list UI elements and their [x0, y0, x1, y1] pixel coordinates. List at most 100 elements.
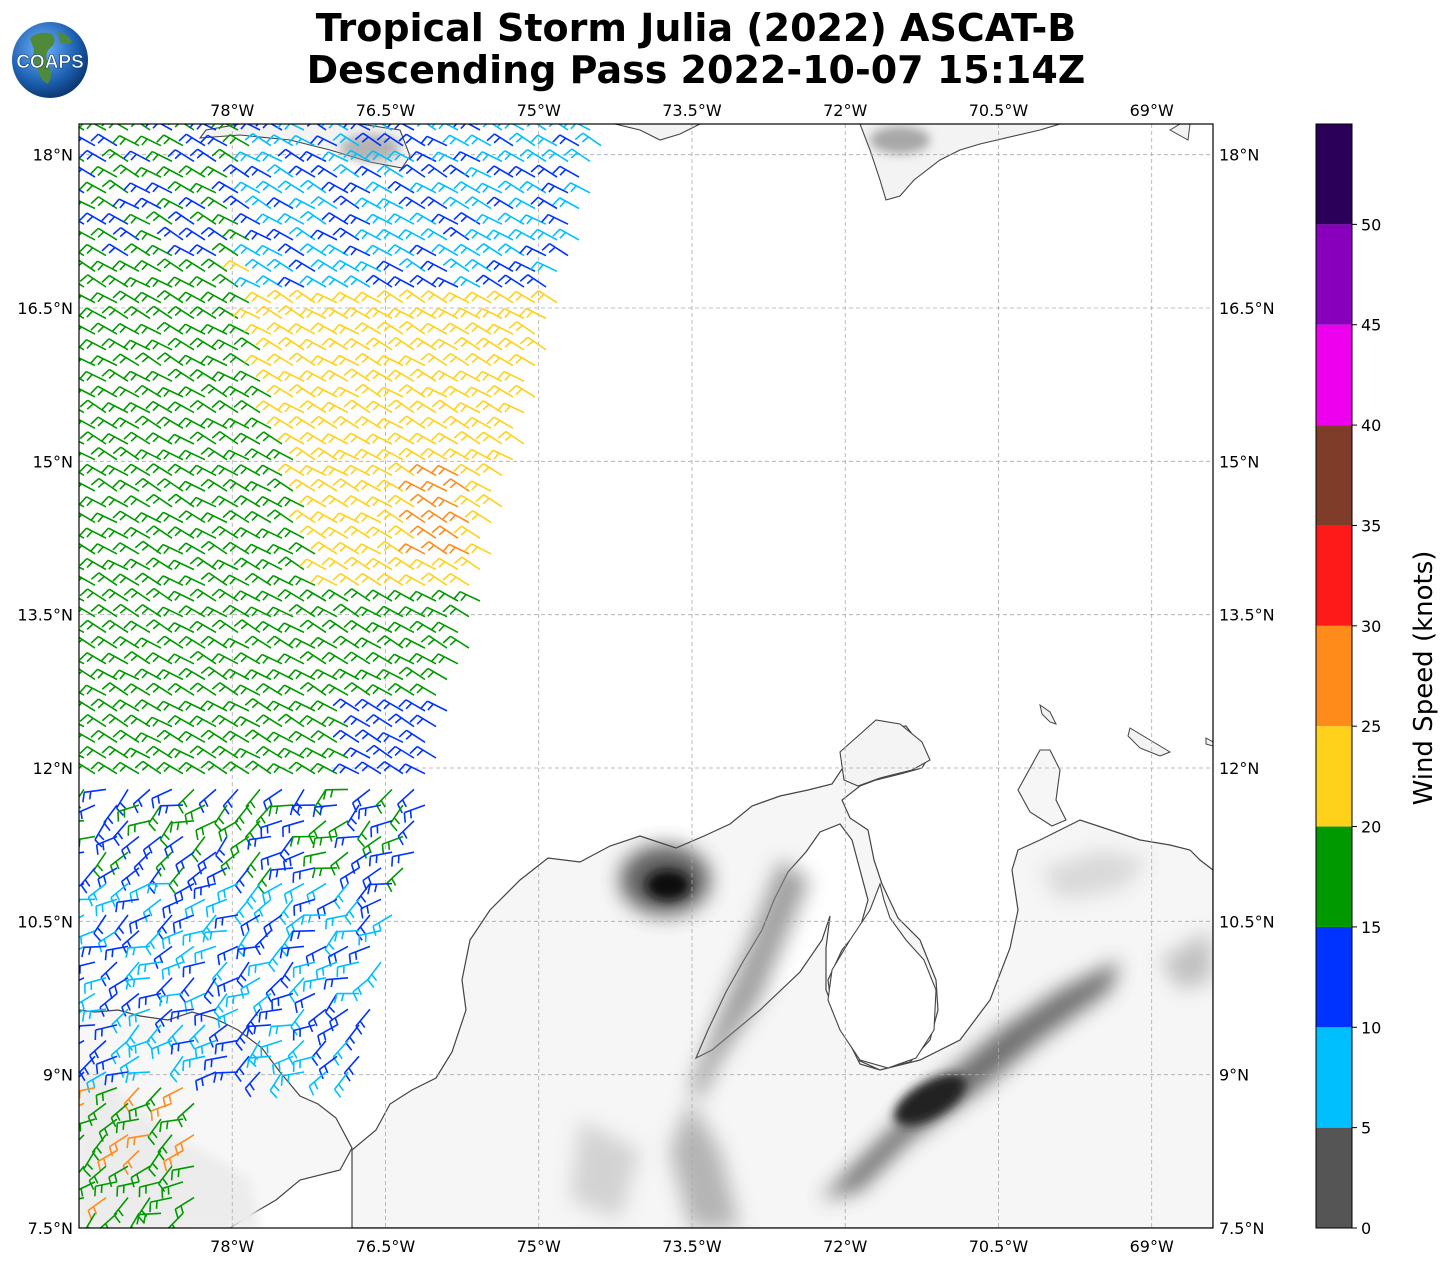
wind-barb — [376, 132, 404, 147]
wind-barb — [409, 400, 437, 414]
wind-barb — [167, 526, 195, 539]
wind-barb — [398, 763, 426, 775]
wind-barb — [145, 587, 173, 602]
wind-barb — [368, 851, 393, 867]
wind-barb — [266, 322, 294, 335]
wind-barb — [321, 181, 349, 194]
wind-barb — [475, 182, 503, 194]
wind-barb — [261, 882, 283, 905]
wind-barb — [431, 589, 459, 602]
wind-barb — [321, 369, 349, 382]
wind-barb — [123, 339, 151, 351]
colorbar-segment — [1316, 625, 1352, 727]
wind-barb — [372, 914, 393, 937]
wind-barb — [90, 385, 118, 398]
wind-barb — [255, 213, 283, 225]
wind-barb — [307, 1008, 327, 1033]
wind-barb — [123, 747, 151, 759]
wind-barb — [343, 337, 371, 351]
wind-barb — [376, 635, 404, 649]
wind-barb — [79, 418, 96, 430]
wind-barb — [332, 195, 360, 210]
wind-barb — [234, 898, 250, 925]
wind-barb — [530, 228, 558, 241]
wind-barb — [244, 417, 272, 430]
wind-barb — [354, 698, 382, 712]
wind-barb — [266, 700, 294, 712]
wind-barb — [420, 196, 448, 210]
wind-barb — [266, 606, 294, 618]
wind-barb — [266, 574, 294, 587]
south-america-land — [351, 719, 1213, 1228]
wind-barb — [497, 430, 525, 445]
wind-barb — [220, 851, 239, 876]
wind-barb — [90, 635, 118, 649]
colorbar-tick-label: 10 — [1361, 1018, 1381, 1037]
wind-barb — [289, 835, 316, 847]
wind-barb — [233, 151, 261, 163]
wind-barb — [365, 150, 393, 163]
wind-barb — [233, 399, 261, 414]
wind-barb — [321, 589, 349, 602]
wind-barb — [112, 290, 140, 304]
lon-tick-label-bottom: 73.5°W — [662, 1237, 722, 1256]
wind-barb — [541, 182, 569, 194]
wind-barb — [387, 369, 415, 382]
wind-barb — [79, 293, 96, 304]
wind-barb — [222, 668, 250, 681]
lon-tick-label-bottom: 69°W — [1130, 1237, 1174, 1256]
wind-barb — [266, 509, 294, 524]
wind-barb — [260, 1039, 283, 1058]
wind-barb — [266, 228, 294, 241]
lat-tick-label-right: 15°N — [1219, 452, 1259, 471]
wind-barb — [138, 992, 162, 1009]
wind-barb — [376, 540, 404, 555]
wind-barb — [79, 181, 107, 194]
wind-barb — [398, 574, 426, 587]
wind-barb — [79, 660, 85, 665]
wind-barb — [156, 478, 184, 492]
wind-barb — [247, 835, 272, 850]
wind-barb — [350, 851, 371, 874]
lon-tick-label-top: 78°W — [210, 101, 254, 120]
wind-barb — [167, 401, 195, 414]
wind-barb — [79, 243, 107, 257]
wind-barb — [343, 588, 371, 602]
wind-barb — [420, 635, 448, 649]
wind-barb — [343, 682, 371, 696]
wind-barb — [222, 352, 250, 367]
axis-tick-labels: 78°W 78°W 76.5°W 76.5°W 75°W 75°W 73.5°W 73.5°W… — [17, 101, 1274, 1256]
wind-barb — [233, 652, 261, 665]
wind-barb — [123, 213, 151, 225]
wind-barb — [310, 478, 338, 492]
wind-barb — [464, 166, 492, 178]
wind-barb — [156, 386, 184, 398]
wind-barb — [200, 635, 228, 649]
wind-barb — [167, 211, 195, 225]
lat-tick-label-left: 18°N — [33, 146, 73, 165]
wind-barb — [255, 620, 283, 634]
wind-barb — [442, 572, 470, 586]
wind-barb — [233, 494, 261, 508]
wind-barb — [332, 133, 360, 147]
wind-barb — [125, 945, 151, 958]
lat-tick-label-right: 7.5°N — [1219, 1219, 1264, 1238]
wind-barb — [123, 150, 151, 163]
wind-barb — [244, 697, 272, 712]
wind-barb — [112, 353, 140, 367]
wind-barb — [255, 431, 283, 445]
wind-barb — [288, 197, 316, 210]
wind-barb — [431, 124, 459, 131]
wind-barb — [442, 385, 470, 398]
wind-barb — [156, 416, 184, 429]
wind-barb — [332, 323, 360, 335]
wind-barb — [244, 258, 272, 272]
wind-barb — [299, 747, 327, 759]
wind-barb — [431, 369, 459, 382]
wind-barb — [167, 590, 195, 602]
wind-barb — [156, 700, 184, 712]
wind-barb — [271, 992, 294, 1010]
wind-barb — [222, 259, 250, 272]
wind-barb — [332, 668, 360, 681]
wind-barb — [497, 180, 525, 194]
